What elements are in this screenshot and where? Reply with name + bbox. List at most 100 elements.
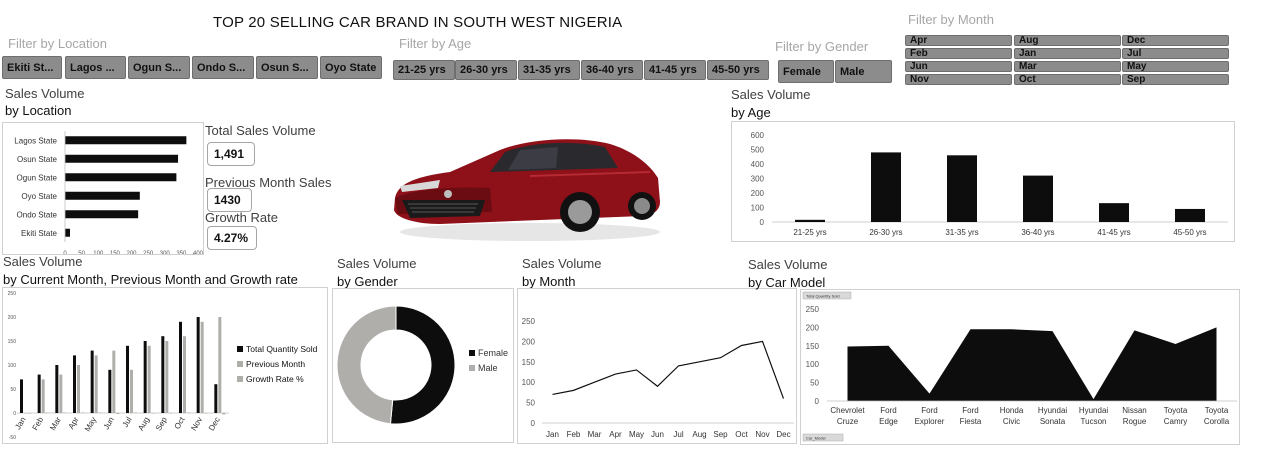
current-bar-total-quantity-sold-jul: [126, 345, 129, 413]
month-chart-title: Sales Volume: [522, 256, 602, 271]
current-label-nov: Nov: [189, 416, 204, 433]
age-bar-36-40-yrs: [1023, 175, 1053, 222]
month-slicer-mar[interactable]: Mar: [1014, 61, 1121, 72]
age-bar-21-25-yrs: [795, 219, 825, 222]
location-label-ogun-state: Ogun State: [17, 173, 58, 182]
month-slicer-jan[interactable]: Jan: [1014, 48, 1121, 59]
month-slicer-sep[interactable]: Sep: [1122, 74, 1229, 85]
gender-filter-title: Filter by Gender: [775, 39, 869, 54]
current-bar-previous-month-sep: [165, 341, 169, 413]
gender-chart-subtitle: by Gender: [337, 274, 398, 289]
current-bar-total-quantity-sold-dec: [214, 384, 218, 413]
current-bar-previous-month-dec: [218, 317, 222, 413]
current-ytick: -50: [9, 435, 16, 441]
location-bar-osun-state: [65, 154, 179, 163]
location-label-osun-state: Osun State: [17, 155, 58, 164]
location-xtick: 300: [160, 251, 171, 254]
previous-month-value: 1430: [207, 188, 252, 212]
current-ytick: 0: [13, 411, 16, 417]
current-month-chart: -50 0 50 100 150 200 250 Jan Feb Mar Apr May Jun Jul A…: [2, 287, 328, 444]
model-label-hyundai-tucson: Hyundai Tucson: [1079, 406, 1109, 426]
age-bar-41-45-yrs: [1099, 203, 1129, 222]
month-line: [552, 340, 785, 399]
current-legend-swatch: [237, 361, 243, 367]
month-label-feb: Feb: [567, 430, 581, 439]
month-label-jan: Jan: [546, 430, 559, 439]
location-slicer-osun-s[interactable]: Osun S...: [256, 56, 318, 79]
age-slicer-36-40-yrs[interactable]: 36-40 yrs: [581, 60, 643, 80]
current-bar-previous-month-mar: [59, 374, 63, 413]
current-label-jun: Jun: [102, 416, 116, 432]
month-label-oct: Oct: [735, 430, 748, 439]
month-slicer-feb[interactable]: Feb: [905, 48, 1012, 59]
growth-rate-value: 4.27%: [207, 226, 257, 250]
current-ytick: 100: [8, 363, 17, 369]
location-label-ekiti-state: Ekiti State: [21, 229, 58, 238]
current-bar-total-quantity-sold-jun: [108, 369, 112, 413]
model-label-nissan-rogue: Nissan Rogue: [1122, 406, 1147, 426]
location-slicer-ondo-s[interactable]: Ondo S...: [192, 56, 254, 79]
location-slicer-ekiti-st[interactable]: Ekiti St...: [2, 56, 62, 79]
month-slicer-jun[interactable]: Jun: [905, 61, 1012, 72]
current-label-mar: Mar: [48, 415, 63, 432]
model-ytick: 0: [815, 397, 820, 406]
current-bar-previous-month-feb: [41, 379, 45, 413]
age-ytick: 300: [751, 175, 765, 184]
current-chart-title: Sales Volume: [3, 254, 83, 269]
location-xtick: 400: [193, 251, 203, 254]
age-ytick: 200: [751, 189, 765, 198]
month-label-jun: Jun: [651, 430, 664, 439]
current-label-feb: Feb: [31, 415, 46, 432]
gender-slicer-male[interactable]: Male: [835, 60, 892, 83]
current-bar-total-quantity-sold-nov: [196, 317, 200, 413]
current-bar-growth-rate-may: [98, 412, 102, 414]
location-bar-ekiti-state: [65, 228, 70, 237]
location-xtick: 200: [126, 251, 137, 254]
model-label-toyota-camry: Toyota Camry: [1164, 406, 1188, 426]
month-slicer-apr[interactable]: Apr: [905, 35, 1012, 46]
car-model-chart: Total Quantity Sold 0 50 100 150 200 250 Chevro…: [800, 289, 1240, 445]
gender-legend-female: Female: [478, 348, 508, 358]
current-bar-growth-rate-mar: [63, 412, 67, 414]
age-filter-title: Filter by Age: [399, 36, 472, 51]
location-bar-oyo-state: [65, 191, 140, 200]
current-bar-growth-rate-aug: [151, 413, 155, 414]
month-slicer-aug[interactable]: Aug: [1014, 35, 1121, 46]
gender-slicer-female[interactable]: Female: [778, 60, 834, 83]
age-bar-26-30-yrs: [871, 152, 901, 222]
age-label-31-35-yrs: 31-35 yrs: [945, 228, 978, 237]
gender-slice-female: [389, 305, 456, 425]
month-ytick: 0: [531, 419, 536, 428]
current-label-oct: Oct: [173, 415, 187, 431]
model-ytick: 200: [806, 323, 820, 332]
current-bar-previous-month-apr: [77, 365, 80, 413]
model-axis-button-label: Car_Model: [806, 436, 826, 441]
age-chart: 0 100 200 300 400 500 600 21-25 yrs 26-30 yrs 31-…: [731, 121, 1235, 242]
month-slicer-may[interactable]: May: [1122, 61, 1229, 72]
location-slicer-oyo-state[interactable]: Oyo State: [320, 56, 382, 79]
gender-chart-title: Sales Volume: [337, 256, 417, 271]
current-bar-growth-rate-nov: [204, 413, 208, 414]
location-slicer-ogun-s[interactable]: Ogun S...: [128, 56, 190, 79]
age-slicer-45-50-yrs[interactable]: 45-50 yrs: [707, 60, 769, 80]
month-label-aug: Aug: [692, 430, 706, 439]
month-ytick: 250: [522, 317, 536, 326]
month-slicer-jul[interactable]: Jul: [1122, 48, 1229, 59]
age-label-41-45-yrs: 41-45 yrs: [1097, 228, 1130, 237]
month-slicer-oct[interactable]: Oct: [1014, 74, 1121, 85]
age-slicer-41-45-yrs[interactable]: 41-45 yrs: [644, 60, 706, 80]
current-legend-total-quantity-sold: Total Quantity Sold: [246, 344, 318, 354]
location-bar-ogun-state: [65, 173, 177, 182]
age-ytick: 500: [751, 146, 765, 155]
month-slicer-dec[interactable]: Dec: [1122, 35, 1229, 46]
current-bar-total-quantity-sold-jan: [20, 379, 23, 413]
age-label-21-25-yrs: 21-25 yrs: [793, 228, 826, 237]
month-slicer-nov[interactable]: Nov: [905, 74, 1012, 85]
location-slicer-lagos[interactable]: Lagos ...: [65, 56, 126, 79]
location-chart-subtitle: by Location: [5, 103, 72, 118]
current-chart-subtitle: by Current Month, Previous Month and Gro…: [3, 272, 298, 287]
age-slicer-21-25-yrs[interactable]: 21-25 yrs: [393, 60, 455, 80]
age-slicer-26-30-yrs[interactable]: 26-30 yrs: [455, 60, 517, 80]
age-slicer-31-35-yrs[interactable]: 31-35 yrs: [518, 60, 580, 80]
current-bar-previous-month-jul: [130, 369, 133, 413]
